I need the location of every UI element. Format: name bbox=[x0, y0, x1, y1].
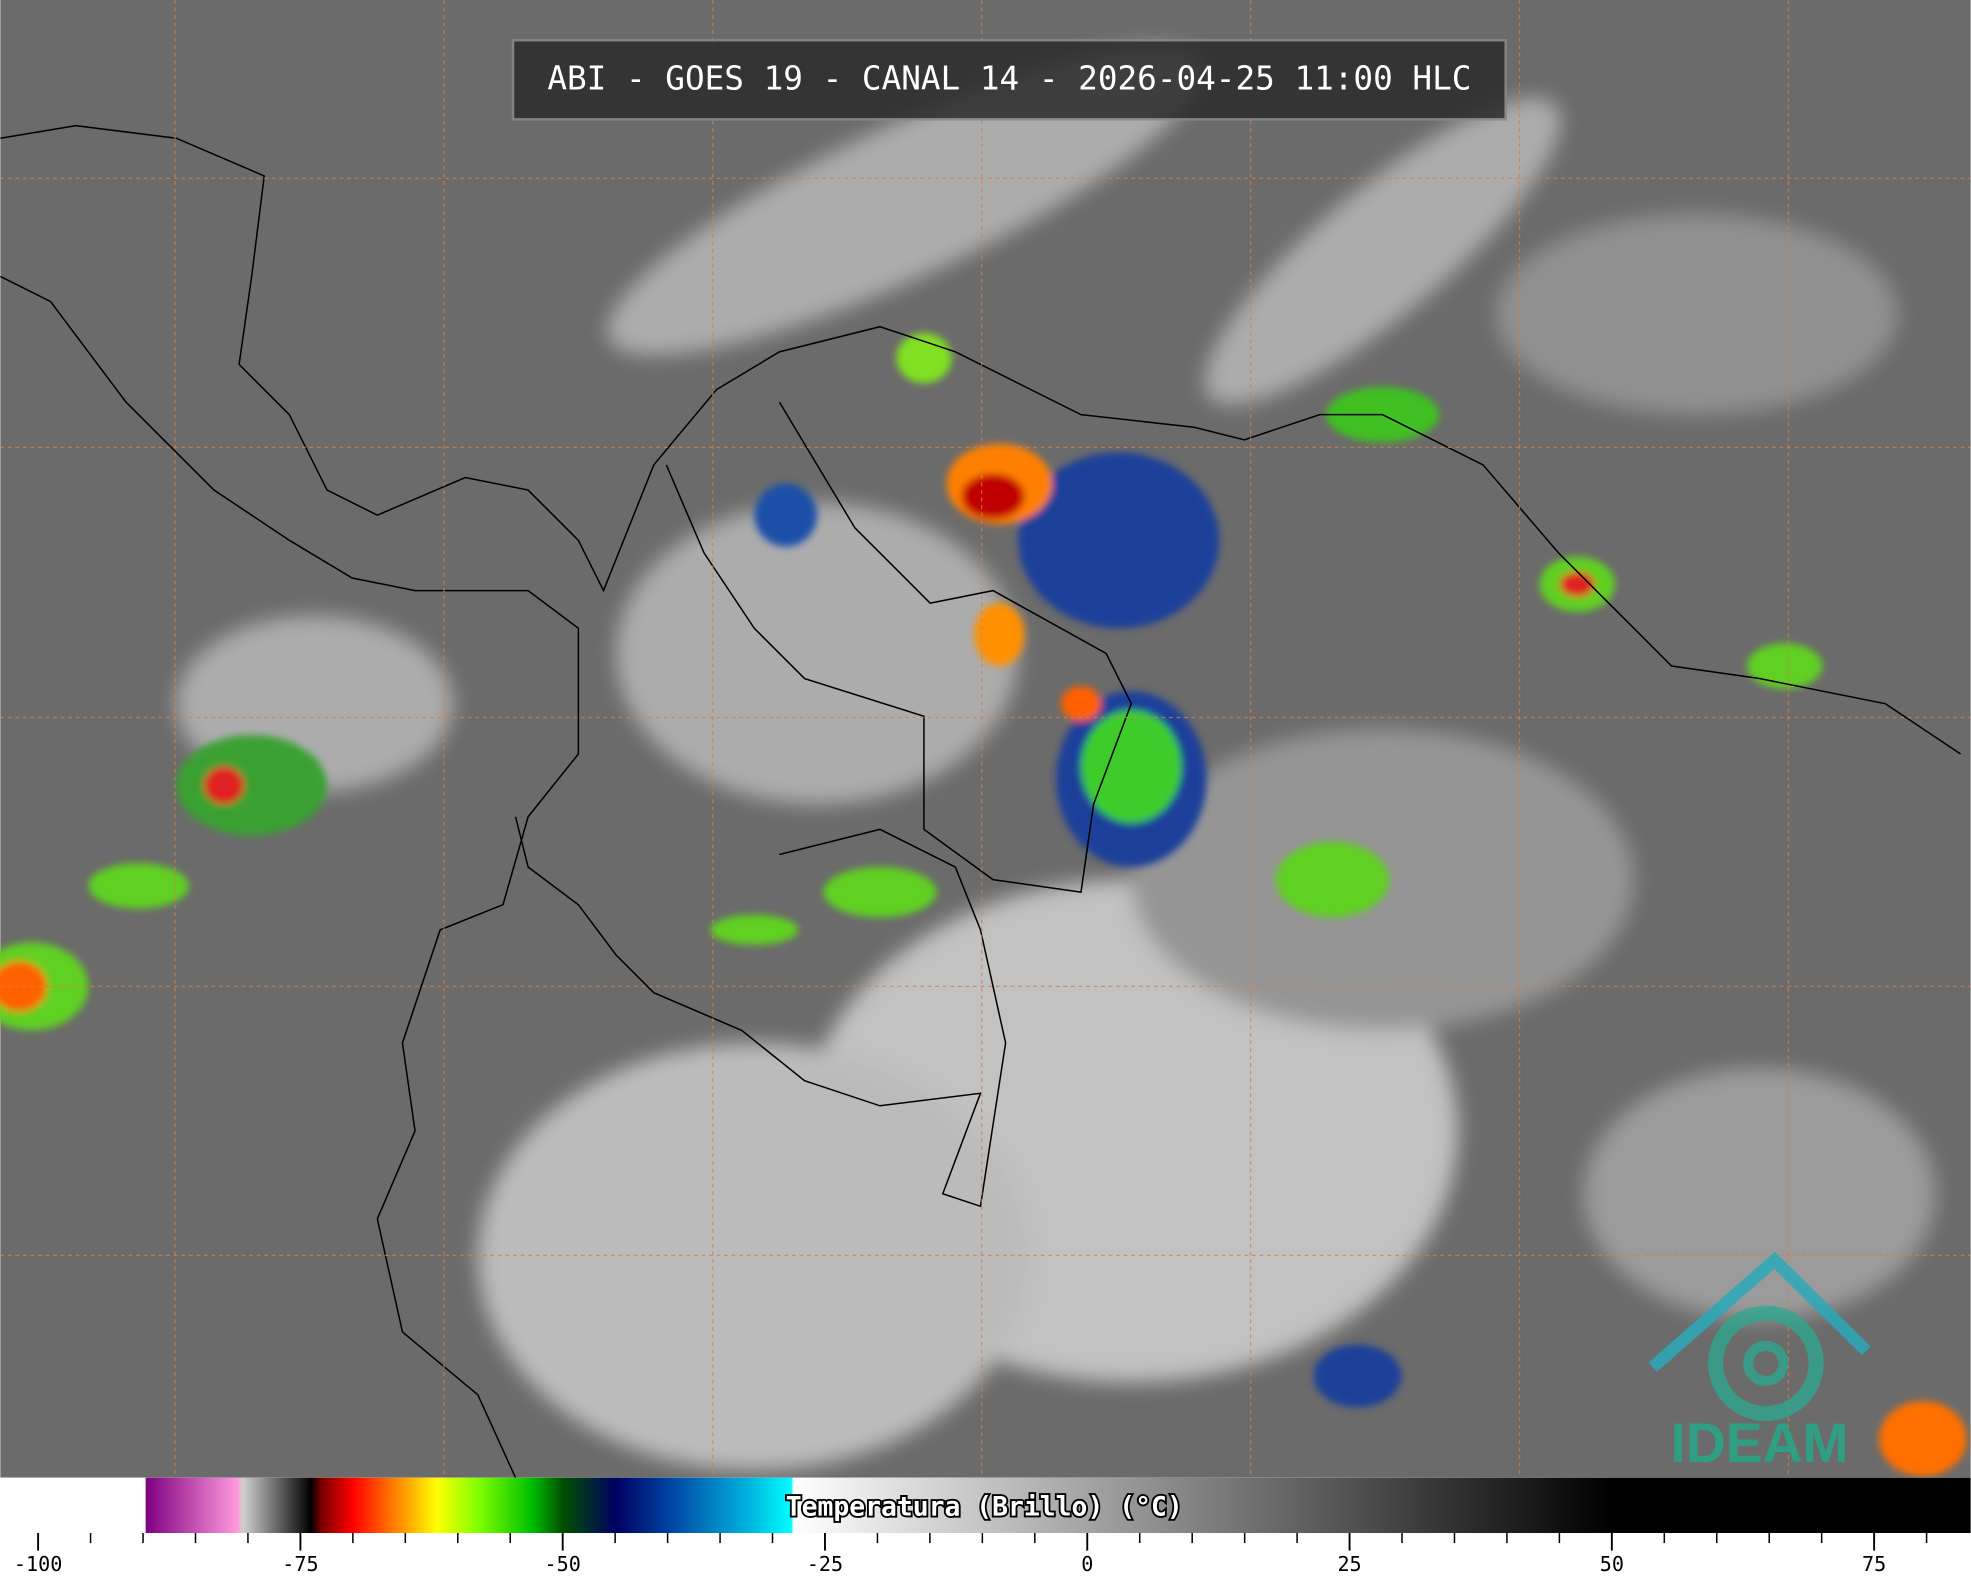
satellite-image bbox=[0, 0, 1971, 1479]
tick-label: 25 bbox=[1337, 1552, 1361, 1576]
tick-label: 0 bbox=[1081, 1552, 1093, 1576]
tick-label: -100 bbox=[14, 1552, 62, 1576]
tick-label: -50 bbox=[545, 1552, 581, 1576]
color-ramp bbox=[0, 1477, 1971, 1534]
colorbar: Temperatura (Brillo) (°C) -100 -75 -50 -25 0… bbox=[0, 1477, 1971, 1577]
tick-label: -75 bbox=[282, 1552, 318, 1576]
tick-label: 50 bbox=[1600, 1552, 1624, 1576]
logo-text: IDEAM bbox=[1671, 1412, 1849, 1474]
tick-label: 75 bbox=[1862, 1552, 1886, 1576]
logo: IDEAM bbox=[1648, 1251, 1871, 1474]
title-box: ABI - GOES 19 - CANAL 14 - 2026-04-25 11… bbox=[511, 38, 1507, 121]
tick-label: -25 bbox=[807, 1552, 843, 1576]
title: ABI - GOES 19 - CANAL 14 - 2026-04-25 11… bbox=[547, 59, 1471, 97]
colorbar-label: Temperatura (Brillo) (°C) bbox=[786, 1492, 1183, 1522]
